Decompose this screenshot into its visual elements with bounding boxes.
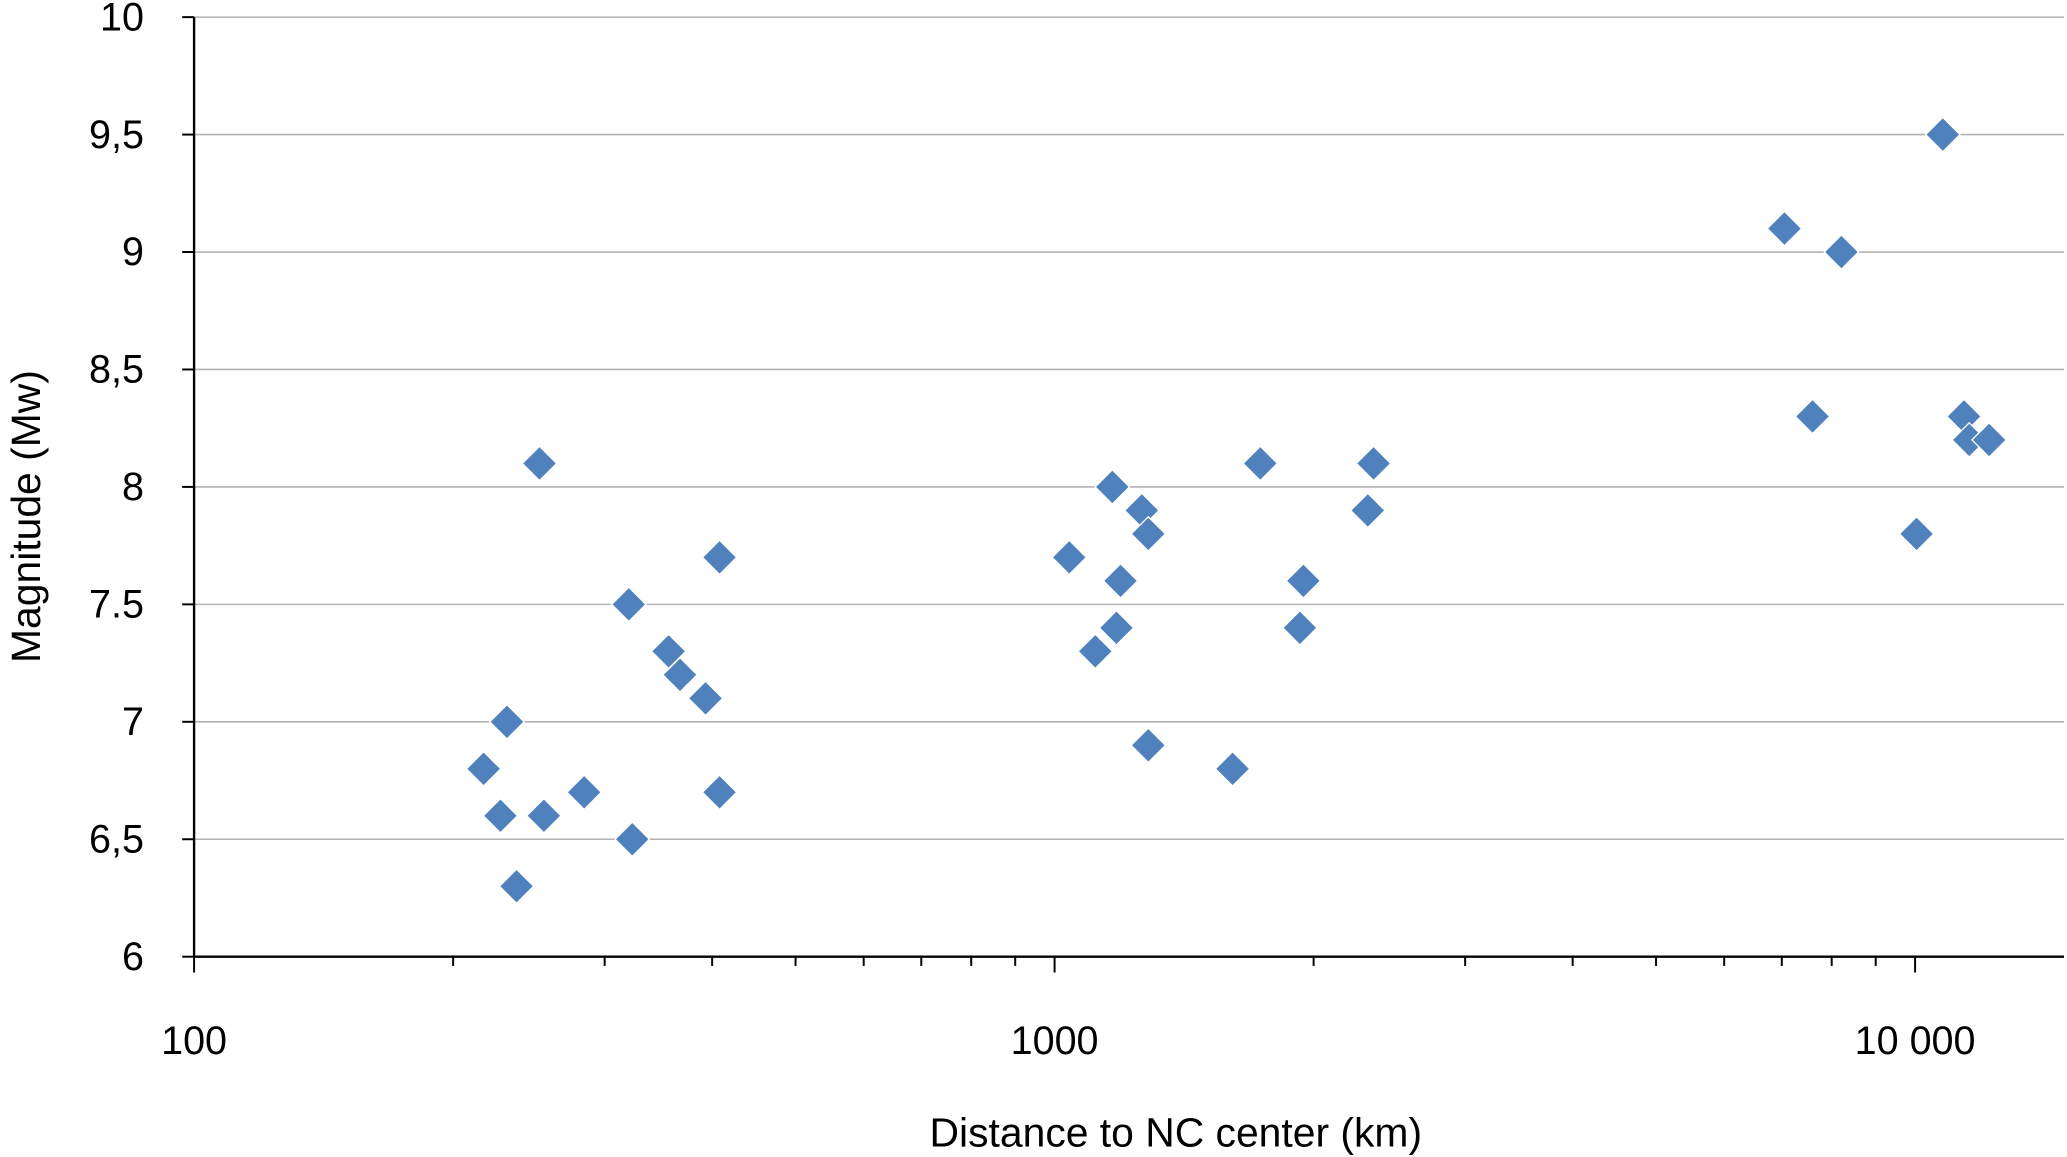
data-point: [1971, 421, 2008, 458]
data-point: [1242, 445, 1279, 482]
x-tick-label: 10 000: [1855, 1019, 1976, 1063]
data-point: [1766, 210, 1803, 247]
data-point: [661, 656, 699, 693]
y-tick-label: 6,5: [89, 817, 144, 861]
data-point: [1130, 515, 1167, 552]
data-point: [1051, 539, 1088, 576]
data-points: [465, 116, 2008, 905]
data-point: [1077, 633, 1114, 670]
data-point: [1924, 116, 1961, 153]
x-tick-label: 1000: [1011, 1019, 1099, 1063]
data-point: [1098, 609, 1135, 646]
data-point: [610, 586, 647, 623]
data-point: [566, 774, 603, 811]
gridlines: [194, 16, 2064, 841]
x-tick-labels: 100 1000 10 000: [161, 1019, 1975, 1063]
data-point: [614, 821, 651, 858]
y-tick-label: 7.5: [89, 583, 144, 627]
data-point: [1355, 445, 1392, 482]
data-point: [521, 445, 558, 482]
x-tick-label: 100: [161, 1019, 227, 1063]
y-tick-label: 8,5: [89, 348, 144, 392]
data-point: [525, 797, 562, 834]
data-point: [465, 750, 502, 787]
data-point: [701, 539, 738, 576]
y-tick-label: 10: [100, 0, 144, 39]
data-point: [1823, 233, 1860, 271]
y-axis-label: Magnitude (Mw): [3, 370, 49, 663]
data-point: [488, 703, 526, 740]
y-tick-label: 8: [122, 465, 144, 509]
y-tick-labels: 6 6,5 7 7.5 8 8,5 9 9,5 10: [89, 0, 144, 979]
y-tick-label: 7: [122, 700, 144, 744]
data-point: [498, 868, 535, 905]
y-tick-label: 6: [122, 935, 144, 979]
data-point: [1285, 562, 1322, 599]
data-point: [1094, 468, 1131, 505]
data-point: [701, 774, 738, 811]
data-point: [1794, 398, 1831, 435]
data-point: [687, 680, 724, 717]
data-point: [1214, 750, 1251, 787]
y-tick-label: 9,5: [89, 113, 144, 157]
data-point: [1349, 492, 1386, 529]
data-point: [482, 797, 519, 834]
data-point: [1281, 609, 1318, 646]
axes: [182, 16, 2064, 973]
y-tick-label: 9: [122, 230, 144, 274]
data-point: [1898, 515, 1935, 552]
data-point: [1102, 562, 1139, 599]
x-axis-label: Distance to NC center (km): [930, 1109, 1423, 1155]
data-point: [1130, 727, 1167, 764]
